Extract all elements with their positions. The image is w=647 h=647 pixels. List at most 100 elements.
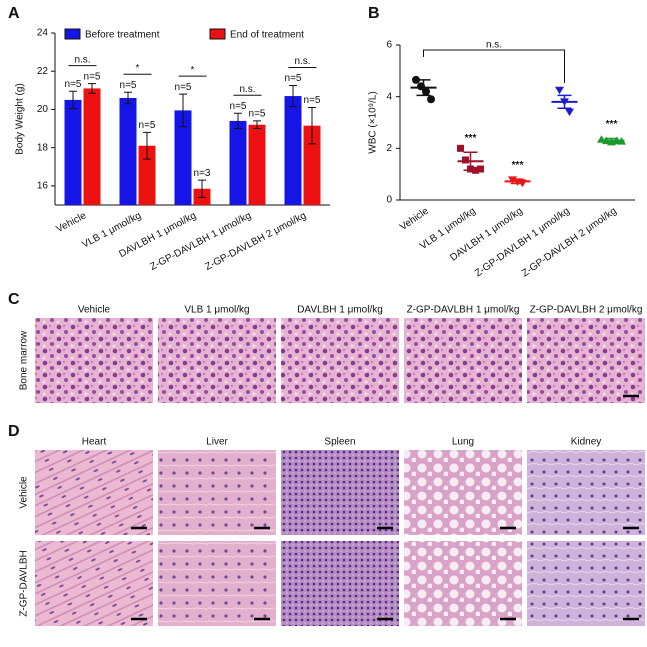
column-title: Z-GP-DAVLBH 2 μmol/kg [530,305,643,316]
n-label: n=5 [65,79,82,90]
y-tick-label: 0 [386,195,392,206]
micrograph [527,450,645,535]
significance-label: *** [606,119,618,130]
micrograph [404,318,522,403]
bar [174,110,192,205]
error-bar [234,112,242,130]
comparison-bracket [423,49,565,83]
error-bar [510,178,525,185]
micrograph [158,541,276,626]
micrograph [35,541,153,626]
column-title: Lung [452,437,474,448]
n-label: n=5 [230,101,247,112]
error-bar [198,179,206,198]
y-tick-label: 16 [37,181,49,192]
y-tick-label: 24 [37,28,49,39]
error-bar [463,151,478,172]
micrograph [404,541,522,626]
point [508,176,517,184]
micrograph [527,541,645,626]
point [477,165,484,173]
error-bar [289,85,297,108]
y-tick-label: 2 [386,143,392,154]
significance-label: *** [512,160,524,171]
n-label: n=5 [285,73,302,84]
bar [229,120,247,205]
error-bar [69,90,77,109]
column-title: DAVLBH 1 μmol/kg [297,305,383,316]
point [412,75,420,84]
legend-swatch [209,28,226,40]
x-tick-label: Vehicle [398,205,431,233]
bar [64,99,82,205]
n-label: n=5 [139,120,156,131]
n-label: n=5 [304,95,321,106]
significance-label: *** [465,133,477,144]
column-title: Vehicle [78,305,111,316]
significance-label: * [136,63,140,74]
column-title: Heart [82,437,107,448]
bar [119,97,137,205]
bar [83,88,101,205]
n-label: n=5 [175,82,192,93]
y-axis-label: Body Weight (g) [15,83,26,155]
x-tick-label: Z-GP-DAVLBH 2 μmol/kg [203,210,308,273]
n-label: n=5 [120,80,137,91]
column-title: Liver [206,437,228,448]
error-bar [88,83,96,94]
column-title: VLB 1 μmol/kg [184,305,249,316]
significance-label: n.s. [294,56,310,67]
row-label: Bone marrow [19,330,30,390]
legend-label: End of treatment [230,30,304,41]
bar [303,125,321,205]
y-tick-label: 18 [37,142,49,153]
row-label: Vehicle [19,476,30,509]
point [462,156,469,164]
significance-label: n.s. [239,84,255,95]
legend-label: Before treatment [85,30,160,41]
micrograph [404,450,522,535]
micrograph [281,541,399,626]
error-bar [179,93,187,128]
point [427,95,435,104]
micrograph [158,450,276,535]
panel-label: C [8,291,20,308]
bar [138,145,156,205]
point [457,144,464,152]
error-bar [253,120,261,130]
point [565,108,574,117]
n-label: n=3 [194,168,211,179]
column-title: Z-GP-DAVLBH 1 μmol/kg [407,305,520,316]
bar [284,96,302,205]
panel-label: D [8,423,20,440]
panel-label: B [368,5,380,22]
n-label: n=5 [249,109,266,120]
y-axis-label: WBC (×10⁹/L) [368,91,379,153]
x-tick-label: Vehicle [55,210,89,235]
micrograph [527,318,645,403]
y-tick-label: 20 [37,104,49,115]
micrograph [35,450,153,535]
error-bar [124,91,132,105]
x-tick-label: Z-GP-DAVLBH 2 μmol/kg [520,206,619,280]
point [555,86,564,95]
error-bar [604,137,619,144]
y-tick-label: 4 [386,91,392,102]
micrograph [281,450,399,535]
comparison-label: n.s. [486,40,502,51]
y-tick-label: 6 [386,40,392,51]
n-label: n=5 [84,71,101,82]
micrograph [281,318,399,403]
y-tick-label: 22 [37,66,49,77]
micrograph [35,318,153,403]
row-label: Z-GP-DAVLBH [19,550,30,617]
error-bar [143,131,151,160]
significance-label: n.s. [74,54,90,65]
panel-label: A [8,5,20,22]
error-bar [416,79,431,97]
significance-label: * [191,65,195,76]
column-title: Kidney [571,437,602,448]
column-title: Spleen [324,437,355,448]
